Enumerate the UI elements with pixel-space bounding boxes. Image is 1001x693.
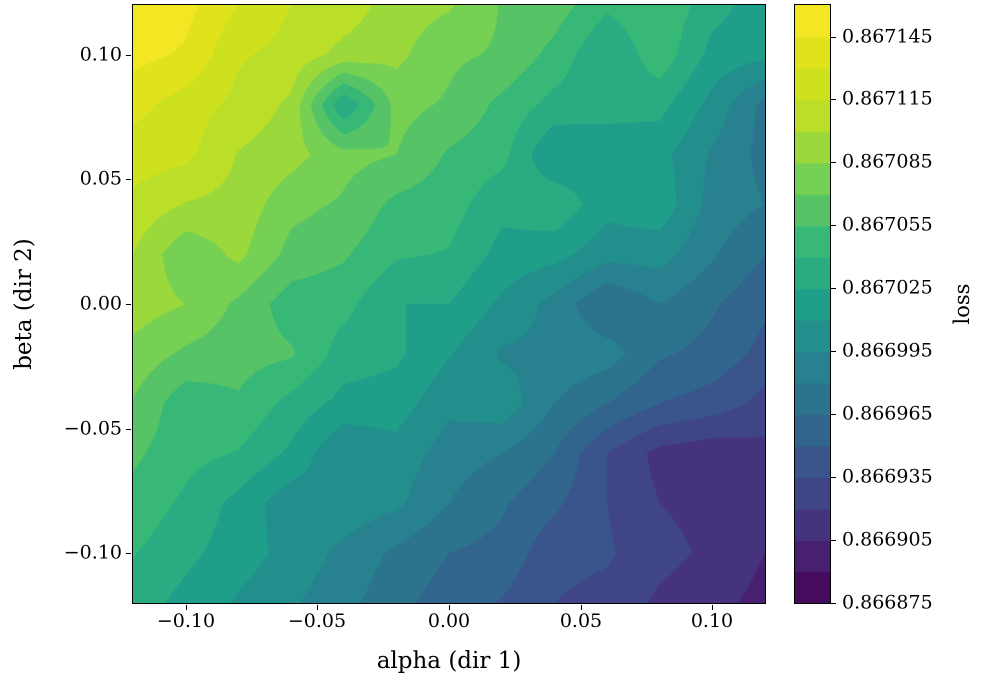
colorbar-tick-label: 0.867025 xyxy=(842,276,933,299)
colorbar-tick-mark xyxy=(831,37,836,38)
colorbar-tick-mark xyxy=(831,99,836,100)
colorbar-canvas xyxy=(794,4,831,604)
colorbar-tick-mark xyxy=(831,351,836,352)
y-tick-label: 0.05 xyxy=(79,167,122,190)
x-tick-label: 0.00 xyxy=(427,610,471,632)
colorbar-tick-mark xyxy=(831,162,836,163)
colorbar-axis-label: loss xyxy=(950,283,974,325)
x-tick-mark xyxy=(317,605,318,610)
colorbar-tick-mark xyxy=(831,603,836,604)
y-tick-label: −0.05 xyxy=(63,417,122,440)
colorbar-tick-label: 0.867115 xyxy=(842,87,933,110)
colorbar-tick-mark xyxy=(831,477,836,478)
y-tick-mark xyxy=(126,553,131,554)
colorbar-tick-mark xyxy=(831,414,836,415)
x-tick-label: 0.10 xyxy=(690,610,734,632)
x-axis-label: alpha (dir 1) xyxy=(376,648,522,674)
y-tick-mark xyxy=(126,304,131,305)
x-tick-mark xyxy=(581,605,582,610)
y-tick-label: 0.10 xyxy=(79,43,122,66)
x-tick-label: −0.10 xyxy=(156,610,216,632)
y-axis-label: beta (dir 2) xyxy=(11,238,37,370)
y-tick-label: 0.00 xyxy=(79,292,122,315)
y-tick-mark xyxy=(126,429,131,430)
y-tick-mark xyxy=(126,55,131,56)
colorbar-tick-label: 0.867085 xyxy=(842,150,933,173)
y-tick-mark xyxy=(126,179,131,180)
colorbar-tick-label: 0.866935 xyxy=(842,465,933,488)
colorbar-tick-mark xyxy=(831,288,836,289)
colorbar-tick-label: 0.867145 xyxy=(842,25,933,48)
colorbar-tick-label: 0.867055 xyxy=(842,213,933,236)
x-tick-mark xyxy=(186,605,187,610)
x-tick-mark xyxy=(449,605,450,610)
contour-canvas xyxy=(132,4,766,604)
x-tick-label: 0.05 xyxy=(559,610,603,632)
colorbar-tick-mark xyxy=(831,225,836,226)
colorbar-tick-label: 0.866995 xyxy=(842,339,933,362)
colorbar-tick-mark xyxy=(831,540,836,541)
colorbar-tick-label: 0.866905 xyxy=(842,528,933,551)
colorbar-tick-label: 0.866875 xyxy=(842,591,933,614)
y-tick-label: −0.10 xyxy=(63,541,122,564)
x-tick-mark xyxy=(712,605,713,610)
x-tick-label: −0.05 xyxy=(287,610,347,632)
colorbar-tick-label: 0.866965 xyxy=(842,402,933,425)
